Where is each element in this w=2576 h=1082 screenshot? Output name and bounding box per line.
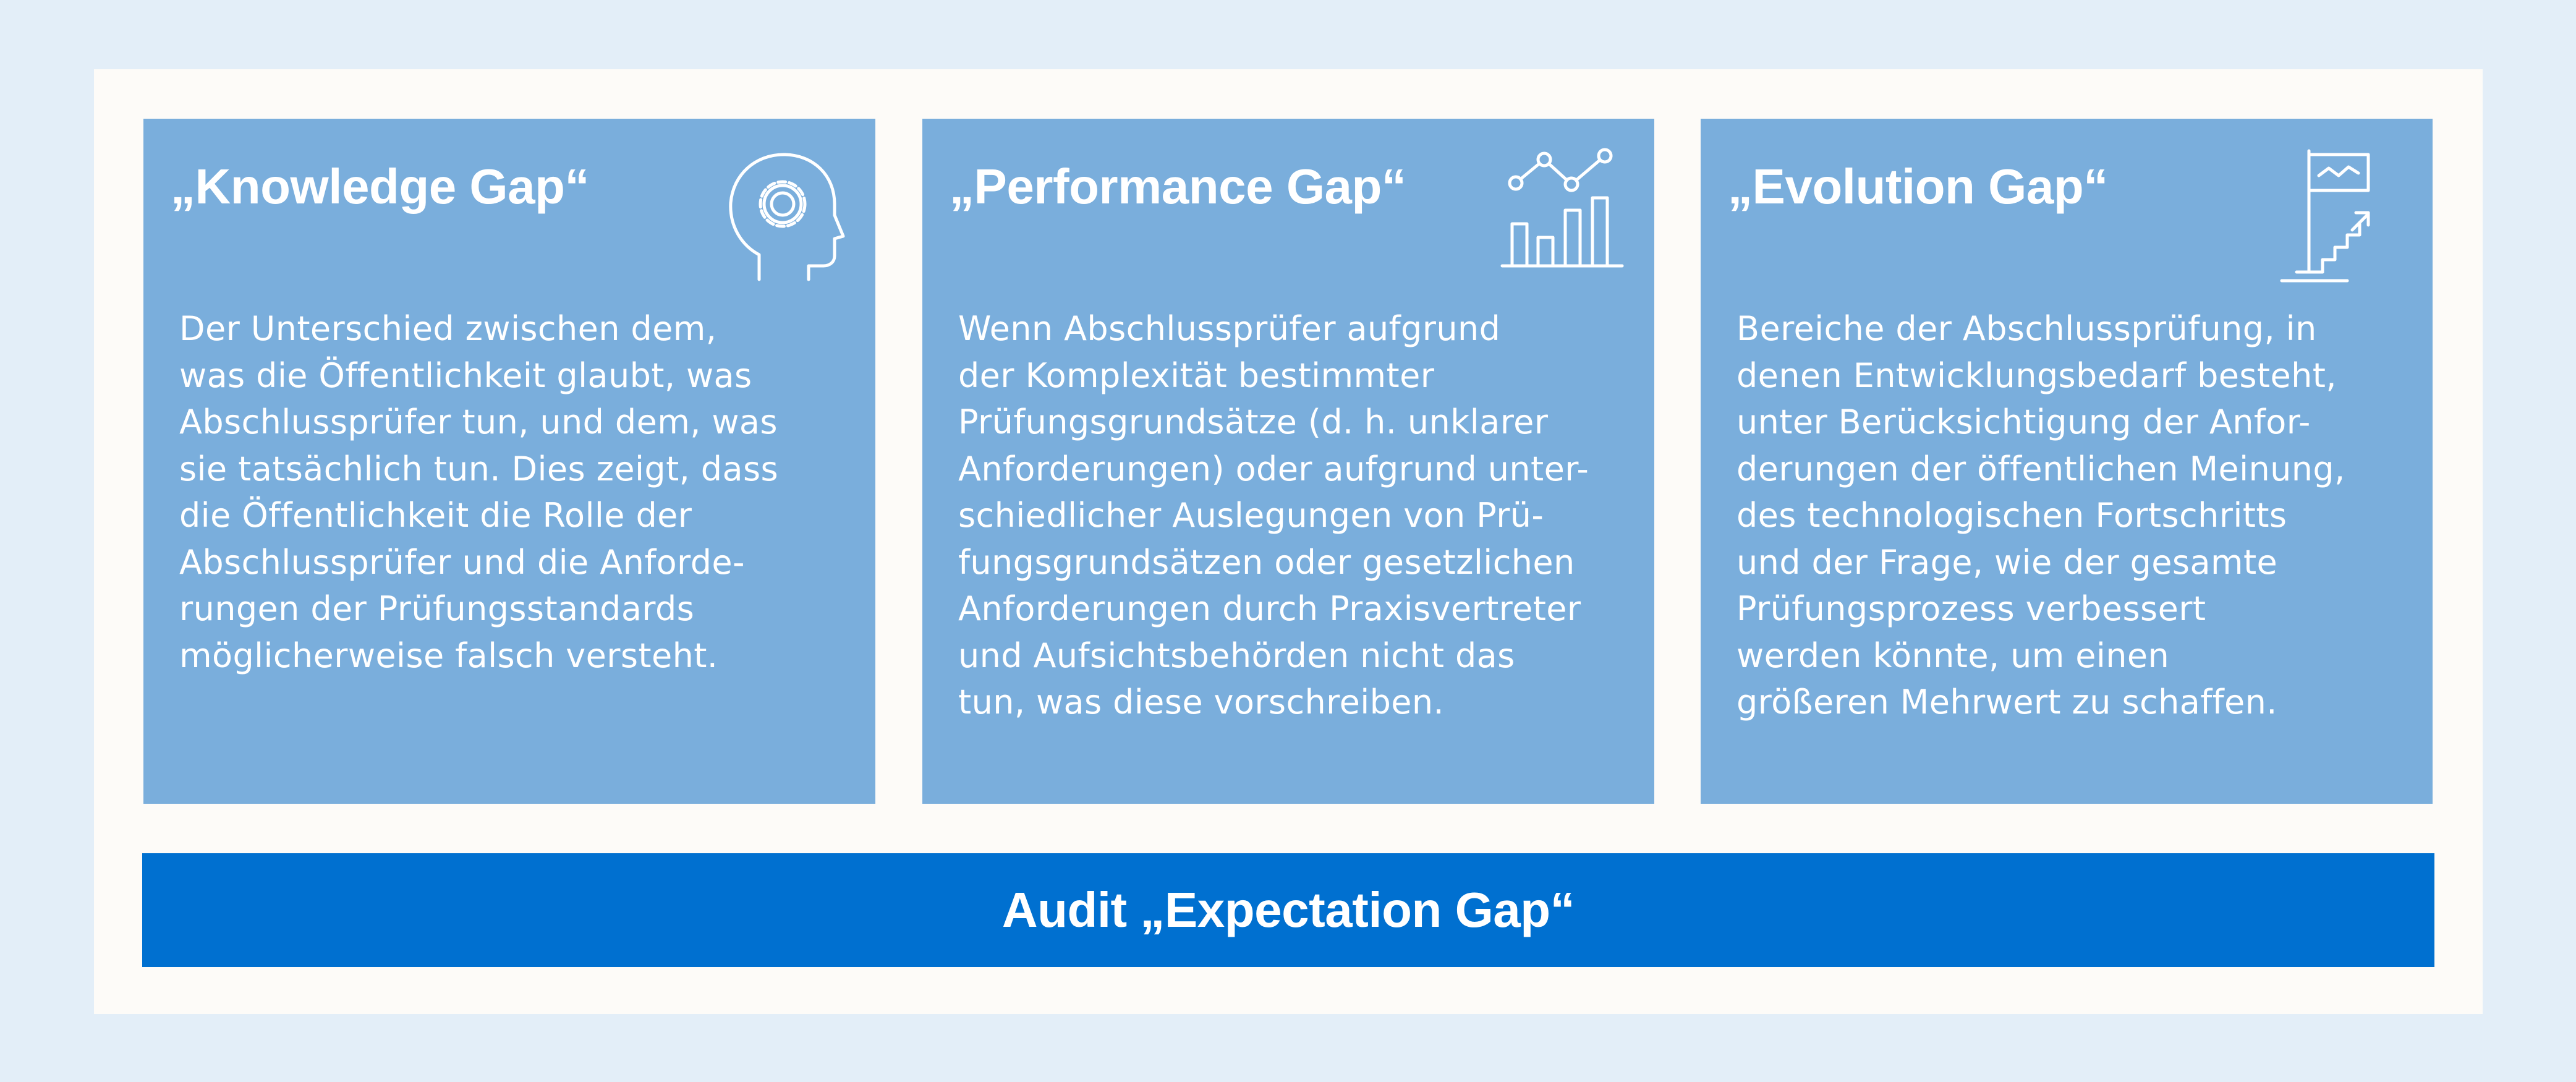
- knowledge-gap-title: „Knowledge Gap“: [171, 159, 590, 214]
- evolution-gap-title: „Evolution Gap“: [1728, 159, 2108, 214]
- evolution-gap-card: „Evolution Gap“ Bereiche der Abschlusspr…: [1701, 119, 2433, 804]
- performance-gap-text: Wenn Abschlussprüfer aufgrund der Komple…: [958, 309, 1589, 722]
- expectation-gap-bar: Audit „Expectation Gap“: [142, 853, 2434, 967]
- diagram-frame: „Knowledge Gap“ Der Unterschied zwischen…: [94, 69, 2483, 1014]
- bar-line-chart-icon: [1500, 148, 1625, 287]
- flag-stairs-icon: [2279, 149, 2403, 287]
- head-gear-icon: [722, 151, 846, 287]
- knowledge-gap-card: „Knowledge Gap“ Der Unterschied zwischen…: [143, 119, 875, 804]
- evolution-gap-text: Bereiche der Abschlussprüfung, in denen …: [1736, 309, 2345, 722]
- performance-gap-title: „Performance Gap“: [950, 159, 1406, 214]
- knowledge-gap-text: Der Unterschied zwischen dem, was die Öf…: [179, 309, 779, 675]
- expectation-gap-label: Audit „Expectation Gap“: [1001, 882, 1575, 937]
- performance-gap-card: „Performance Gap“ Wenn Abschlussprüfer a…: [922, 119, 1654, 804]
